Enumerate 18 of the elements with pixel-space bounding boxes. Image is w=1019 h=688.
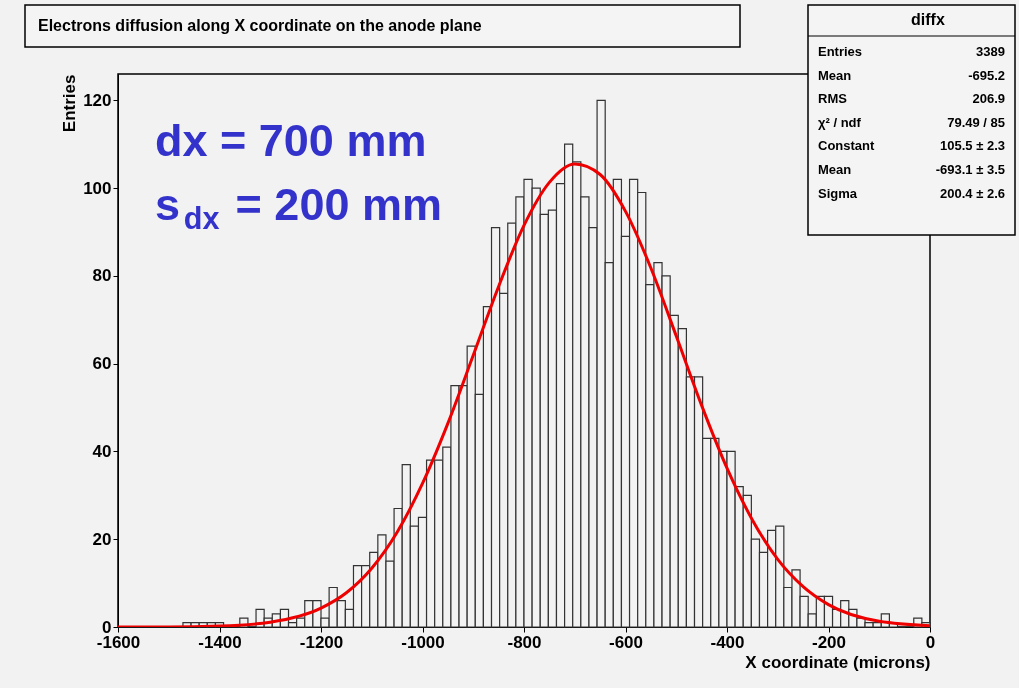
x-tick-label: -800 bbox=[507, 632, 542, 652]
y-tick-label: 60 bbox=[92, 354, 112, 374]
x-tick-label: -1400 bbox=[198, 632, 242, 652]
chart-title: Electrons diffusion along X coordinate on the anode plane bbox=[38, 17, 482, 34]
x-tick-label: 0 bbox=[925, 632, 936, 652]
x-tick-label: -1000 bbox=[401, 632, 445, 652]
y-axis-title: Entries bbox=[60, 74, 80, 133]
y-tick-label: 80 bbox=[92, 266, 112, 286]
x-axis-title: X coordinate (microns) bbox=[745, 652, 931, 672]
x-tick-label: -200 bbox=[811, 632, 847, 652]
x-tick-label: -600 bbox=[608, 632, 644, 652]
annotation: dx = 700 mm bbox=[155, 115, 427, 166]
y-tick-label: 120 bbox=[83, 90, 112, 110]
x-tick-label: -400 bbox=[710, 632, 745, 652]
x-tick-label: -1200 bbox=[299, 632, 344, 652]
y-tick-label: 20 bbox=[92, 529, 112, 549]
y-tick-label: 40 bbox=[92, 441, 112, 461]
y-tick-label: 100 bbox=[83, 178, 112, 198]
